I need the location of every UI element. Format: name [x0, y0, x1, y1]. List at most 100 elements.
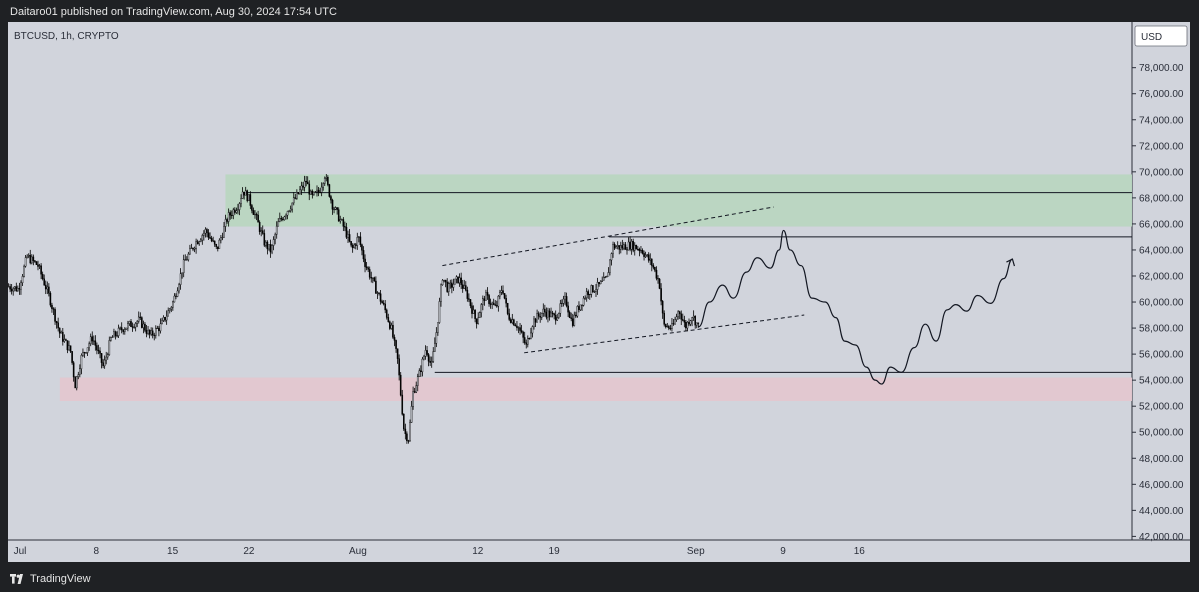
candle-body — [359, 236, 362, 245]
candle-body — [585, 291, 588, 299]
candle-body — [322, 183, 325, 188]
candle-body — [435, 332, 438, 344]
tradingview-brand[interactable]: TradingView — [10, 566, 91, 592]
candle-body — [488, 295, 490, 304]
candle-body — [289, 208, 292, 211]
x-tick-label: 19 — [549, 546, 561, 557]
candle-body — [629, 241, 631, 250]
candle-body — [21, 276, 24, 284]
x-tick-label: 9 — [780, 546, 786, 557]
candle-body — [654, 267, 656, 271]
candle-body — [144, 323, 146, 331]
candle-body — [678, 311, 681, 315]
candle-body — [72, 362, 75, 378]
candle-body — [271, 245, 273, 253]
candle-body — [651, 258, 653, 266]
btcusd-chart[interactable]: BTCUSD, 1h, CRYPTO USD 42,000.00 44,000.00 4… — [0, 22, 1199, 566]
candle-body — [437, 322, 439, 333]
candle-body — [220, 237, 222, 241]
candle-body — [156, 327, 159, 329]
candle-body — [110, 337, 112, 341]
candle-body — [311, 190, 314, 195]
candle-body — [458, 277, 461, 284]
candle-body — [196, 241, 199, 245]
candle-body — [393, 337, 396, 341]
candle-body — [426, 350, 428, 355]
candle-body — [193, 247, 196, 250]
candle-body — [657, 278, 659, 280]
candle-body — [164, 317, 166, 321]
candle-body — [199, 239, 202, 242]
candle-body — [661, 300, 664, 314]
candle-body — [525, 342, 528, 345]
candle-body — [317, 189, 320, 193]
candle-body — [237, 209, 239, 211]
candle-body — [502, 290, 504, 294]
x-tick-label: 8 — [94, 546, 100, 557]
candle-body — [306, 181, 309, 185]
candle-body — [623, 244, 625, 249]
candle-body — [91, 336, 94, 342]
candle-body — [578, 306, 580, 311]
candle-body — [9, 286, 11, 290]
candle-body — [230, 214, 233, 216]
candle-body — [44, 284, 47, 290]
candle-body — [52, 308, 55, 310]
candle-body — [471, 305, 473, 314]
candle-body — [649, 258, 652, 261]
candle-body — [350, 241, 352, 246]
candle-body — [235, 210, 238, 213]
x-tick-label: 15 — [167, 546, 179, 557]
candle-body — [536, 313, 538, 323]
candle-body — [182, 259, 185, 273]
candle-body — [207, 232, 210, 238]
candle-body — [587, 291, 590, 295]
candle-body — [308, 183, 311, 195]
candle-body — [513, 319, 515, 326]
candle-body — [646, 254, 648, 256]
candle-body — [576, 306, 579, 317]
candle-body — [378, 292, 380, 294]
candle-body — [255, 214, 258, 216]
candle-body — [43, 278, 45, 286]
candle-body — [218, 239, 221, 249]
candle-body — [176, 290, 179, 297]
candle-body — [364, 258, 366, 267]
candle-body — [159, 323, 162, 332]
x-tick-label: 16 — [854, 546, 866, 557]
candle-body — [46, 286, 49, 290]
candle-body — [568, 311, 571, 318]
candle-body — [226, 219, 228, 222]
candle-body — [511, 319, 514, 323]
y-tick-label: 56,000.00 — [1139, 350, 1184, 361]
candle-body — [385, 309, 388, 318]
currency-box[interactable] — [1134, 25, 1188, 47]
candle-body — [643, 253, 645, 257]
candle-body — [241, 191, 244, 199]
plot-area[interactable] — [8, 22, 1132, 540]
candle-body — [539, 316, 541, 318]
candle-body — [213, 240, 216, 245]
candle-body — [367, 267, 369, 270]
candle-body — [134, 323, 137, 328]
candle-body — [434, 342, 436, 352]
candle-body — [189, 248, 191, 255]
candle-body — [589, 294, 591, 296]
candle-body — [345, 226, 348, 238]
candle-body — [243, 191, 245, 196]
candle-body — [32, 256, 35, 261]
candle-body — [465, 285, 467, 291]
candle-body — [496, 305, 498, 307]
candle-body — [356, 237, 359, 246]
candle-body — [131, 326, 134, 328]
candle-body — [423, 356, 425, 360]
candle-body — [277, 221, 280, 227]
candle-body — [249, 194, 252, 206]
candle-body — [13, 286, 16, 289]
candle-body — [179, 273, 182, 285]
candle-body — [300, 185, 303, 191]
candle-body — [674, 319, 676, 325]
candle-body — [82, 352, 84, 356]
candle-body — [274, 234, 276, 240]
candle-body — [677, 311, 679, 318]
